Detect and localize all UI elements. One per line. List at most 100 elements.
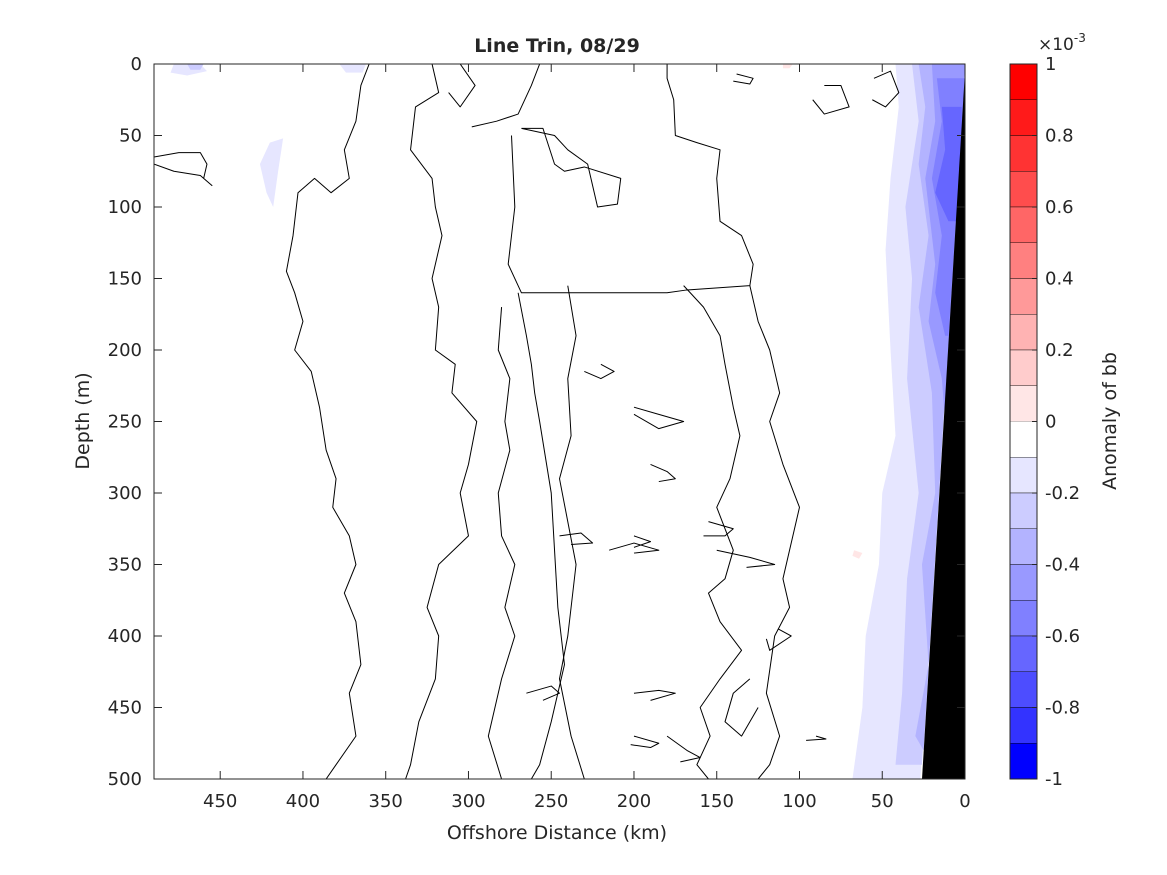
anomaly-fill-layer — [170, 64, 965, 779]
y-axis-ticks: 0 50 100 150 200 250 300 350 400 450 500 — [108, 54, 965, 790]
colorbar-band-10 — [1010, 421, 1037, 458]
contour-line-7 — [471, 64, 541, 128]
colorbar-tick-label: 0.8 — [1045, 126, 1074, 147]
anomaly-region-10 — [782, 64, 793, 69]
colorbar-label: Anomaly of bb — [1099, 352, 1121, 490]
y-tick-label: 350 — [108, 555, 142, 576]
contour-line-1 — [285, 64, 370, 779]
colorbar-band-2 — [1009, 135, 1038, 172]
colorbar-band-18 — [1009, 707, 1038, 744]
contour-line-5 — [507, 64, 754, 294]
colorbar-exponent: ×10-3 — [1038, 31, 1086, 55]
colorbar-band-4 — [1009, 206, 1038, 243]
anomaly-region-5 — [935, 106, 962, 222]
colorbar-band-5 — [1009, 242, 1038, 279]
contour-line-19 — [633, 689, 676, 701]
colorbar-tick-label: -0.8 — [1045, 698, 1080, 719]
x-tick-label: 450 — [203, 791, 237, 812]
colorbar-ticks: 1 0.8 0.6 0.4 0.2 0 -0.2 -0.4 -0.6 -0.8 -1 — [1032, 54, 1080, 790]
x-tick-label: 200 — [617, 791, 651, 812]
colorbar-band-0 — [1009, 63, 1038, 100]
contour-line-4 — [487, 307, 516, 779]
contour-line-2 — [405, 64, 478, 779]
contour-line-3 — [448, 64, 476, 108]
anomaly-region-7 — [187, 64, 204, 70]
contour-line-14 — [584, 363, 615, 380]
colorbar-band-7 — [1009, 314, 1038, 351]
contour-line-22 — [666, 735, 701, 763]
contour-line-9 — [559, 285, 585, 779]
y-axis-label: Depth (m) — [72, 372, 94, 469]
colorbar-tick-label: 0.6 — [1045, 197, 1074, 218]
contour-line-18 — [703, 521, 734, 537]
contour-line-15 — [609, 542, 660, 554]
contour-line-27 — [812, 84, 850, 115]
colorbar-tick-label: 0.4 — [1045, 269, 1074, 290]
colorbar-band-17 — [1009, 671, 1038, 708]
contour-line-10 — [683, 285, 743, 779]
contour-line-11 — [749, 285, 800, 779]
y-tick-label: 150 — [108, 269, 142, 290]
colorbar-band-19 — [1009, 743, 1038, 780]
x-tick-label: 300 — [451, 791, 485, 812]
colorbar-band-12 — [1009, 492, 1038, 529]
contour-line-6 — [521, 127, 622, 208]
colorbar-band-14 — [1009, 564, 1038, 601]
colorbar-band-13 — [1009, 528, 1038, 565]
colorbar-tick-label: -0.4 — [1045, 555, 1080, 576]
contour-line-24 — [765, 628, 792, 651]
y-tick-label: 450 — [108, 698, 142, 719]
colorbar-band-9 — [1009, 385, 1038, 422]
contour-line-28 — [872, 70, 900, 108]
contour-line-13 — [650, 463, 676, 483]
colorbar-tick-label: -0.2 — [1045, 483, 1080, 504]
contour-line-20 — [526, 685, 560, 701]
colorbar-band-15 — [1009, 600, 1038, 637]
colorbar-band-1 — [1009, 99, 1038, 136]
y-tick-label: 0 — [131, 54, 142, 75]
x-tick-label: 150 — [700, 791, 734, 812]
y-tick-label: 250 — [108, 412, 142, 433]
seafloor-mask — [922, 71, 965, 779]
x-tick-label: 100 — [782, 791, 816, 812]
colorbar-band-16 — [1009, 635, 1038, 672]
contour-line-12 — [633, 406, 685, 430]
anomaly-region-9 — [339, 64, 366, 73]
colorbar-tick-label: 0.2 — [1045, 340, 1074, 361]
colorbar-tick-label: 1 — [1045, 54, 1056, 75]
x-tick-label: 400 — [286, 791, 320, 812]
contour-line-17 — [716, 549, 776, 568]
contour-line-25 — [806, 735, 827, 741]
x-axis-label: Offshore Distance (km) — [447, 822, 667, 844]
plot-area: 450 400 350 300 250 200 150 100 50 0 050100150200… — [108, 54, 971, 812]
y-tick-label: 400 — [108, 626, 142, 647]
y-tick-label: 50 — [119, 126, 142, 147]
x-axis-ticks: 450 400 350 300 250 200 150 100 50 0 — [203, 64, 971, 812]
chart-title: Line Trin, 08/29 — [474, 35, 640, 57]
contour-line-16 — [559, 532, 594, 545]
y-tick-label: 200 — [108, 340, 142, 361]
x-tick-label: 50 — [871, 791, 894, 812]
contour-line-0 — [154, 152, 213, 187]
y-tick-label: 100 — [108, 197, 142, 218]
anomaly-region-11 — [852, 550, 863, 559]
colorbar-exponent-base: ×10 — [1038, 35, 1074, 55]
colorbar-band-8 — [1009, 349, 1038, 386]
colorbar-band-11 — [1009, 457, 1038, 494]
colorbar-band-3 — [1009, 171, 1038, 208]
x-tick-label: 0 — [959, 791, 970, 812]
colorbar: 1 0.8 0.6 0.4 0.2 0 -0.2 -0.4 -0.6 -0.8 -1 ×10-3 A… — [1009, 31, 1121, 790]
colorbar-exponent-power: -3 — [1074, 31, 1086, 45]
contour-line-23 — [630, 735, 660, 749]
y-tick-label: 300 — [108, 483, 142, 504]
colorbar-bands — [1009, 63, 1038, 780]
contour-line-21 — [724, 678, 759, 737]
y-tick-label: 500 — [108, 769, 142, 790]
contour-layer — [154, 64, 900, 779]
x-tick-label: 250 — [534, 791, 568, 812]
contour-line-8 — [517, 292, 565, 779]
x-tick-label: 350 — [369, 791, 403, 812]
colorbar-tick-label: -0.6 — [1045, 626, 1080, 647]
contour-line-29 — [633, 535, 652, 548]
